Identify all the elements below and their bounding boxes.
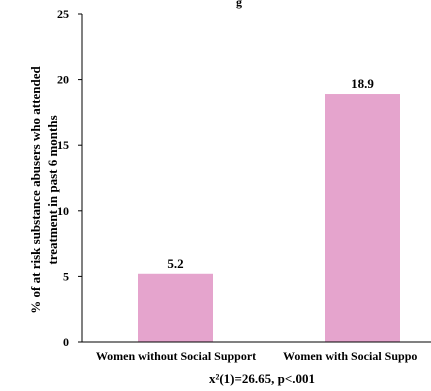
y-tick-label-4: 20 [57, 73, 69, 87]
y-tick-label-3: 15 [57, 138, 69, 152]
category-label-0: Women without Social Support [96, 349, 256, 363]
y-axis-ticks: 0 5 10 15 20 25 [57, 7, 82, 349]
y-tick-label-1: 5 [63, 269, 69, 283]
y-axis-label-line1: % of at risk substance abusers who atten… [28, 66, 43, 314]
y-tick-label-0: 0 [63, 335, 69, 349]
bar-0 [138, 273, 213, 342]
bars: 5.2 18.9 [138, 76, 400, 342]
data-label-0: 5.2 [167, 256, 183, 271]
data-label-1: 18.9 [351, 76, 374, 91]
x-axis-statistic-note: x²(1)=26.65, p<.001 [209, 371, 315, 386]
bar-1 [325, 94, 400, 342]
category-label-1: Women with Social Suppo [283, 349, 417, 363]
y-tick-label-2: 10 [57, 204, 69, 218]
top-caption-fragment: g [236, 0, 242, 9]
y-axis-label-line2: treatment in past 6 months [45, 115, 60, 264]
y-tick-label-5: 25 [57, 7, 69, 21]
